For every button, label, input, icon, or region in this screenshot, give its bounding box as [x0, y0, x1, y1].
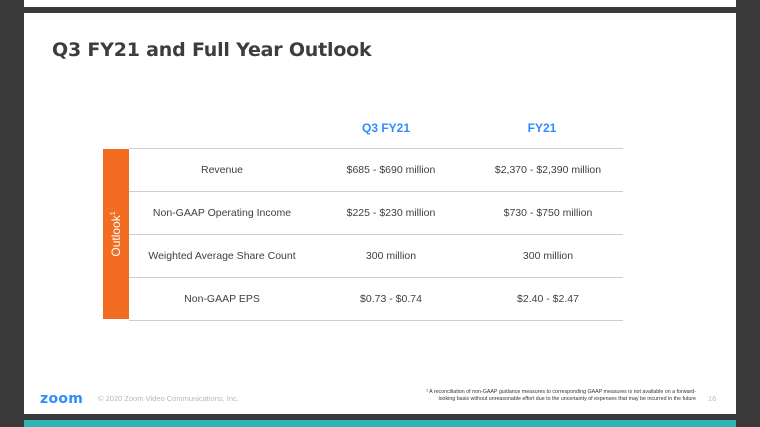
page-number: 16 — [708, 394, 717, 403]
copyright-text: © 2020 Zoom Video Communications, Inc. — [98, 394, 239, 403]
table-row: Revenue $685 - $690 million $2,370 - $2,… — [129, 148, 623, 192]
zoom-logo: zoom — [40, 391, 84, 407]
table-row: Non-GAAP Operating Income $225 - $230 mi… — [129, 192, 623, 235]
row-q3-value: $225 - $230 million — [346, 207, 436, 219]
table-row: Non-GAAP EPS $0.73 - $0.74 $2.40 - $2.47 — [129, 278, 623, 321]
table-row: Weighted Average Share Count 300 million… — [129, 235, 623, 278]
row-q3-value: 300 million — [365, 250, 417, 262]
row-label: Non-GAAP Operating Income — [152, 207, 292, 219]
row-label: Non-GAAP EPS — [184, 293, 260, 305]
footnote-line: looking basis without unreasonable effor… — [438, 396, 696, 402]
outlook-table: Revenue $685 - $690 million $2,370 - $2,… — [129, 148, 623, 321]
row-fy-value: $2.40 - $2.47 — [517, 293, 579, 305]
column-header-fy: FY21 — [527, 121, 557, 135]
previous-slide-edge — [24, 0, 736, 7]
footnote-line: ¹ A reconciliation of non-GAAP guidance … — [426, 389, 696, 395]
row-fy-value: $2,370 - $2,390 million — [494, 164, 602, 176]
row-label: Weighted Average Share Count — [148, 250, 296, 262]
outlook-sidebar: Outlook1 — [103, 149, 129, 319]
row-q3-value: $0.73 - $0.74 — [360, 293, 422, 305]
footnote: ¹ A reconciliation of non-GAAP guidance … — [354, 389, 696, 403]
row-q3-value: $685 - $690 million — [346, 164, 436, 176]
row-fy-value: $730 - $750 million — [503, 207, 593, 219]
row-fy-value: 300 million — [522, 250, 574, 262]
outlook-label: Outlook1 — [109, 211, 123, 256]
column-header-q3: Q3 FY21 — [361, 121, 411, 135]
slide: Q3 FY21 and Full Year Outlook Q3 FY21 FY… — [24, 13, 736, 414]
outlook-label-text: Outlook — [109, 215, 123, 257]
row-label: Revenue — [200, 164, 244, 176]
next-slide-edge — [24, 420, 736, 427]
slide-title: Q3 FY21 and Full Year Outlook — [52, 39, 372, 61]
outlook-footnote-marker: 1 — [110, 211, 117, 216]
